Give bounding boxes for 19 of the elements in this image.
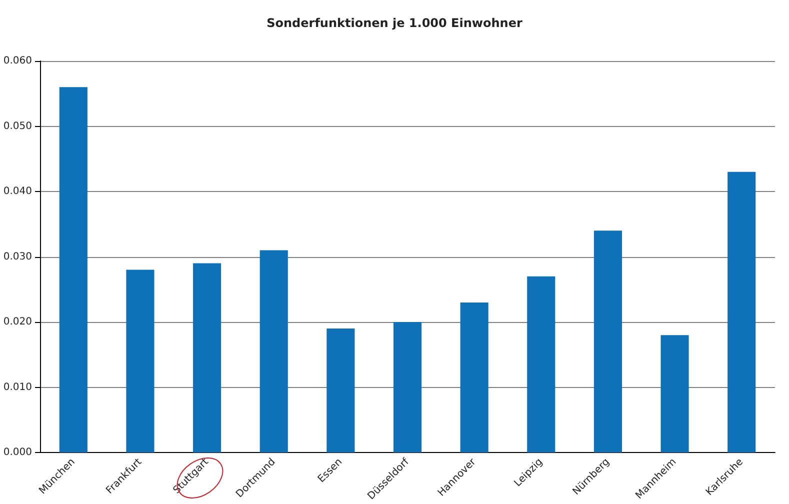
y-tick-label: 0.040 — [3, 186, 32, 198]
bar — [393, 322, 422, 453]
y-tick-label: 0.010 — [3, 382, 32, 393]
bar — [126, 270, 154, 453]
bar — [326, 328, 355, 453]
bar — [660, 335, 689, 453]
bar — [594, 230, 622, 453]
bar — [527, 276, 556, 453]
y-tick-label: 0.030 — [3, 251, 32, 262]
y-tick-label: 0.020 — [3, 316, 32, 328]
y-tick-label: 0.050 — [3, 120, 32, 132]
bar — [59, 87, 88, 453]
bar — [260, 250, 288, 453]
y-tick-label: 0.060 — [3, 56, 32, 66]
bar — [193, 263, 222, 453]
y-tick-label: 0.000 — [3, 447, 32, 458]
bar — [460, 302, 488, 453]
bar — [728, 172, 756, 453]
chart-title: Sonderfunktionen je 1.000 Einwohner — [266, 16, 522, 30]
